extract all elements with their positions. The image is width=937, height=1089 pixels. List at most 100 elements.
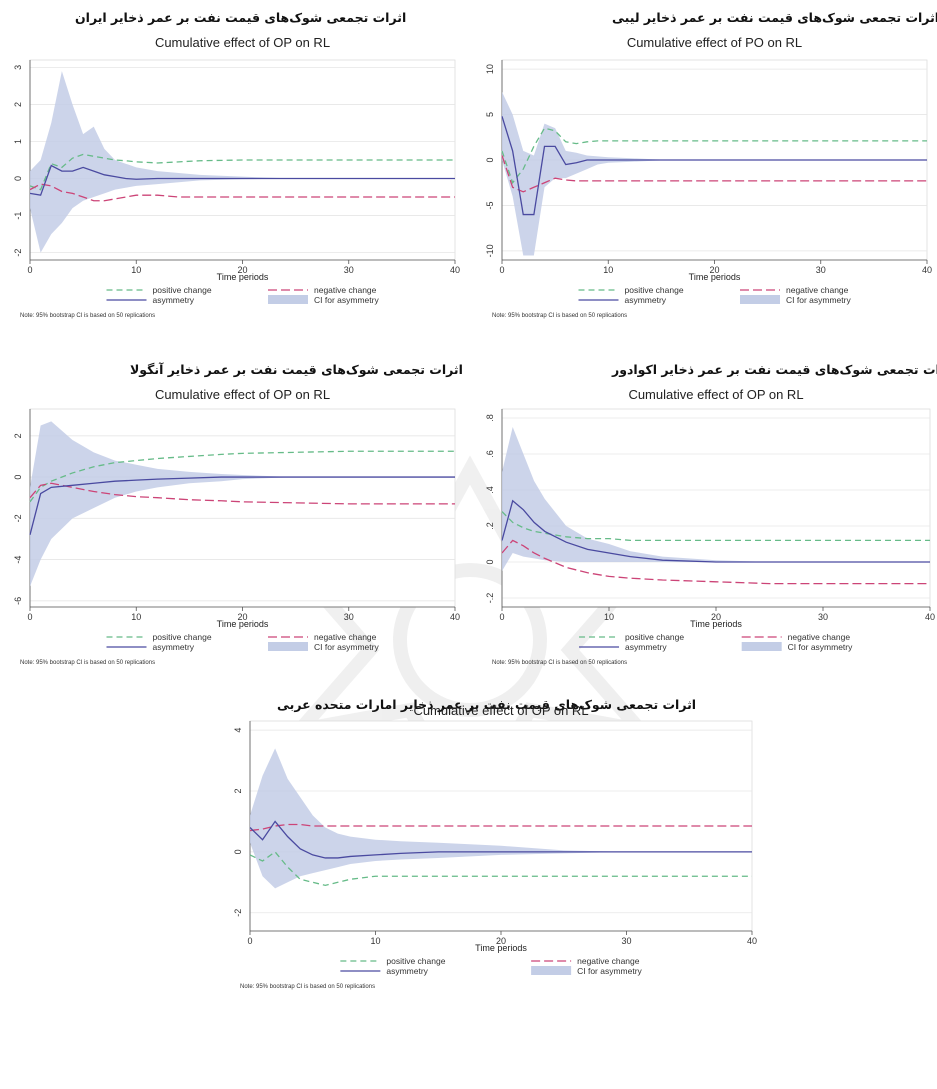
x-tick-label: 40: [450, 265, 460, 275]
chart-panel-5: اثرات تجمعی شوک‌های قیمت نفت بر عمر ذخای…: [222, 697, 762, 1027]
x-tick-label: 30: [344, 612, 354, 622]
panel-caption: اثرات تجمعی شوک‌های قیمت نفت بر عمر ذخای…: [130, 362, 463, 377]
legend-label: positive change: [625, 285, 684, 295]
y-tick-label: -2: [13, 249, 23, 257]
x-tick-label: 10: [370, 936, 380, 946]
legend-label: negative change: [314, 285, 377, 295]
y-tick-label: -2: [233, 909, 243, 917]
legend-label: negative change: [786, 285, 849, 295]
legend-label: asymmetry: [625, 642, 667, 652]
negative-change-line: [501, 539, 930, 585]
x-tick-label: 10: [604, 612, 614, 622]
y-tick-label: 2: [13, 102, 23, 107]
chart-note: Note: 95% bootstrap CI is based on 50 re…: [240, 984, 375, 990]
y-tick-label: 4: [233, 728, 243, 733]
x-tick-label: 20: [711, 612, 721, 622]
positive-change-line: [29, 450, 455, 503]
legend-label: positive change: [386, 956, 445, 966]
y-tick-label: -2: [13, 514, 23, 522]
x-tick-label: 30: [621, 936, 631, 946]
x-tick-label: 10: [603, 265, 613, 275]
y-tick-label: .6: [485, 450, 495, 458]
legend-swatch: [268, 295, 308, 304]
x-tick-label: 40: [925, 612, 935, 622]
x-tick-label: 20: [496, 936, 506, 946]
legend-swatch: [741, 642, 782, 651]
chart-title: Cumulative effect of PO on RL: [627, 35, 802, 50]
legend-label: CI for asymmetry: [314, 295, 379, 305]
chart-svg: Cumulative effect of OP on RL -2 -1 0 1 2 30 10…: [13, 35, 460, 319]
y-tick-label: -1: [13, 212, 23, 220]
y-tick-label: 5: [485, 112, 495, 117]
legend-swatch: [740, 295, 780, 304]
ci-band: [30, 71, 455, 253]
y-tick-label: 0: [233, 849, 243, 854]
panel-caption: اثرات تجمعی شوک‌های قیمت نفت بر عمر ذخای…: [277, 697, 697, 712]
asymmetry-line: [249, 820, 752, 859]
positive-change-line: [501, 127, 927, 185]
x-tick-label: 20: [237, 265, 247, 275]
legend-swatch: [531, 966, 572, 975]
x-tick-label: 30: [818, 612, 828, 622]
x-axis-label: Time periods: [475, 943, 527, 953]
y-tick-label: 10: [485, 64, 495, 74]
asymmetry-line: [501, 499, 930, 563]
x-tick-label: 40: [922, 265, 932, 275]
x-tick-label: 10: [131, 265, 141, 275]
panel-caption: اثرات تجمعی شوک‌های قیمت نفت بر عمر ذخای…: [612, 362, 937, 377]
x-tick-label: 40: [747, 936, 757, 946]
legend-label: negative change: [788, 632, 851, 642]
negative-change-line: [29, 482, 455, 505]
x-tick-label: 20: [237, 612, 247, 622]
chart-note: Note: 95% bootstrap CI is based on 50 re…: [492, 660, 627, 666]
x-tick-label: 30: [344, 265, 354, 275]
legend-label: negative change: [577, 956, 640, 966]
plot-area: [501, 408, 931, 608]
legend-label: negative change: [314, 632, 377, 642]
x-tick-label: 0: [499, 612, 504, 622]
x-tick-label: 0: [499, 265, 504, 275]
x-tick-label: 40: [450, 612, 460, 622]
y-tick-label: -5: [485, 201, 495, 209]
chart-title: Cumulative effect of OP on RL: [155, 35, 330, 50]
y-tick-label: -4: [13, 556, 23, 564]
x-tick-label: 20: [709, 265, 719, 275]
y-tick-label: -6: [13, 597, 23, 605]
legend-label: positive change: [153, 632, 212, 642]
chart-panel-2: اثرات تجمعی شوک‌های قیمت نفت بر عمر ذخای…: [472, 5, 937, 330]
x-axis-label: Time periods: [690, 619, 742, 629]
chart-note: Note: 95% bootstrap CI is based on 50 re…: [492, 313, 627, 319]
positive-change-line: [501, 511, 930, 542]
x-tick-label: 0: [247, 936, 252, 946]
plot-area: [29, 408, 456, 608]
y-tick-label: 3: [13, 65, 23, 70]
legend-label: positive change: [625, 632, 684, 642]
y-tick-label: 2: [233, 788, 243, 793]
chart-panel-4: اثرات تجمعی شوک‌های قیمت نفت بر عمر ذخای…: [472, 357, 937, 687]
y-tick-label: 0: [13, 176, 23, 181]
y-tick-label: 0: [485, 157, 495, 162]
asymmetry-line: [501, 116, 927, 216]
y-tick-label: 2: [13, 433, 23, 438]
asymmetry-line: [29, 164, 455, 196]
y-tick-label: .8: [485, 414, 495, 422]
y-tick-label: 0: [485, 559, 495, 564]
chart-svg: Cumulative effect of OP on RL -.2 0 .2 .4 .6.…: [485, 387, 935, 666]
x-tick-label: 10: [131, 612, 141, 622]
negative-change-line: [249, 823, 752, 832]
legend-label: CI for asymmetry: [577, 966, 642, 976]
y-tick-label: 1: [13, 139, 23, 144]
chart-note: Note: 95% bootstrap CI is based on 50 re…: [20, 660, 155, 666]
x-axis-label: Time periods: [217, 619, 269, 629]
panel-caption: اثرات تجمعی شوک‌های قیمت نفت بر عمر ذخای…: [612, 10, 937, 25]
chart-title: Cumulative effect of OP on RL: [628, 387, 803, 402]
legend-label: positive change: [153, 285, 212, 295]
chart-title: Cumulative effect of OP on RL: [413, 703, 588, 718]
x-axis-label: Time periods: [689, 272, 741, 282]
ci-band: [502, 427, 930, 571]
legend-label: asymmetry: [153, 642, 195, 652]
panel-caption: اثرات تجمعی شوک‌های قیمت نفت بر عمر ذخای…: [75, 10, 407, 25]
x-axis-label: Time periods: [217, 272, 269, 282]
ci-band: [250, 748, 752, 889]
